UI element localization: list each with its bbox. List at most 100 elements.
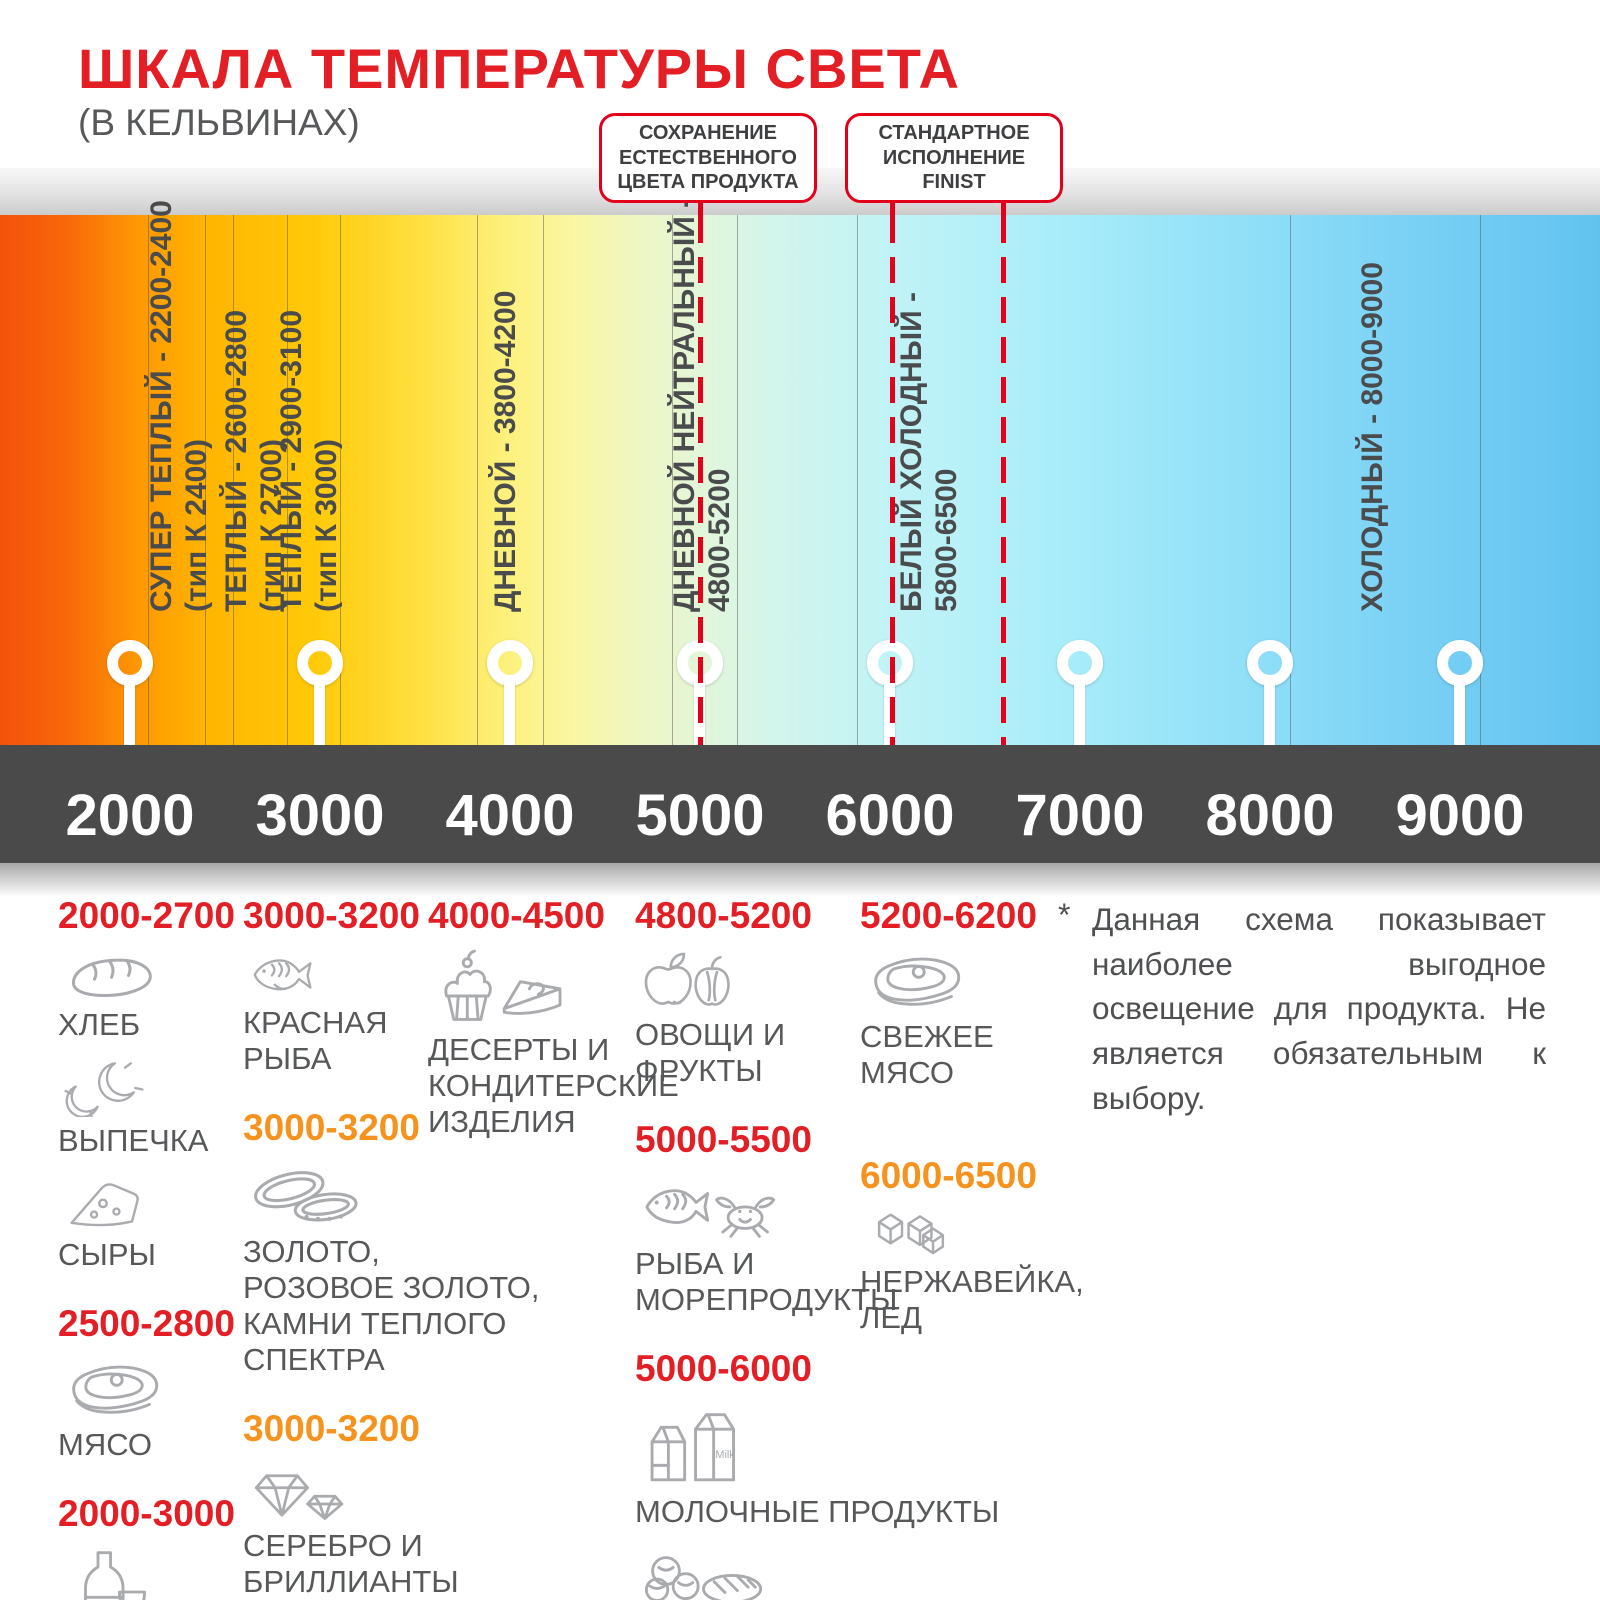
dairy-icon	[641, 1402, 741, 1488]
range-label: 2000-3000	[58, 1492, 235, 1534]
legend-section: 5200-6200 СВЕЖЕЕ МЯСО	[860, 895, 1084, 1091]
range-label: 4000-4500	[428, 895, 605, 936]
dashed-connector-finist-left	[890, 197, 895, 745]
dashed-connector-finist-right	[1001, 197, 1006, 745]
legend-item: МЯСО	[58, 1357, 235, 1463]
legend-section: 4800-5200 ОВОЩИ И ФРУКТЫ	[635, 895, 999, 1089]
legend-item: СВЕЖЕЕ МЯСО	[860, 949, 1084, 1091]
gridline	[1290, 215, 1291, 745]
page-subtitle: (В КЕЛЬВИНАХ)	[78, 102, 360, 143]
legend-column-3: 4000-4500 ДЕСЕРТЫ И КОНДИТЕРСКИЕ ИЗДЕЛИЯ	[428, 895, 679, 1170]
legend-item: РЫБА И МОРЕПРОДУКТЫ	[635, 1173, 999, 1318]
legend-item-label: МОЛОЧНЫЕ ПРОДУКТЫ	[635, 1493, 1000, 1529]
ice-icon	[866, 1209, 956, 1258]
legend-section: 5000-6000 МОЛОЧНЫЕ ПРОДУКТЫ ЗАМОРОЖЕННЫЕ…	[635, 1348, 999, 1600]
fish-icon	[249, 949, 324, 999]
axis-bar-shadow	[0, 863, 1600, 897]
legend-section: 3000-3200 СЕРЕБРО И БРИЛЛИАНТЫ	[243, 1408, 540, 1600]
legend-section: 2000-3000 АКОГОЛЬ	[58, 1493, 235, 1600]
band-label-daylight: ДНЕВНОЙ - 3800-4200	[489, 290, 522, 612]
axis-tick-4000: 4000	[445, 783, 575, 848]
range-label: 5000-6000	[635, 1347, 812, 1389]
legend-item: ВЫПЕЧКА	[58, 1059, 235, 1159]
legend-item-label: СЕРЕБРО И БРИЛЛИАНТЫ	[243, 1527, 459, 1599]
axis-tick-8000: 8000	[1205, 783, 1335, 848]
meat-icon	[64, 1357, 164, 1421]
dashed-connector-natural-color	[698, 197, 703, 745]
fruits-vegetables-icon	[641, 949, 736, 1011]
gridline	[233, 215, 234, 745]
legend-item: КРАСНАЯ РЫБА	[243, 949, 540, 1077]
callout-finist-standard: СТАНДАРТНОЕ ИСПОЛНЕНИЕ FINIST	[845, 113, 1063, 203]
legend-column-2: 3000-3200 КРАСНАЯ РЫБА 3000-3200 ЗОЛОТО,…	[243, 895, 540, 1600]
cheese-icon	[64, 1175, 139, 1231]
gridline	[857, 215, 858, 745]
bread-icon	[64, 949, 159, 1001]
steak-icon	[866, 949, 966, 1013]
gridline	[477, 215, 478, 745]
footnote: * Данная схема показывает наиболее выгод…	[1058, 897, 1546, 1121]
band-label-super-warm: СУПЕР ТЕПЛЫЙ - 2200-2400 (тип К 2400)	[145, 200, 213, 612]
callout-finist-standard-text: СТАНДАРТНОЕ ИСПОЛНЕНИЕ FINIST	[878, 122, 1030, 194]
gridline	[1480, 215, 1481, 745]
legend-column-5: 5200-6200 СВЕЖЕЕ МЯСО 6000-6500 НЕРЖАВЕЙ…	[860, 895, 1084, 1366]
legend-item-label: РЫБА И МОРЕПРОДУКТЫ	[635, 1245, 898, 1317]
legend-column-1: 2000-2700 ХЛЕБ ВЫПЕЧКА СЫРЫ 2500-2800 МЯ…	[58, 895, 235, 1600]
alcohol-icon	[64, 1547, 149, 1600]
band-label-white-cold: БЕЛЫЙ ХОЛОДНЫЙ - 5800-6500	[895, 292, 963, 612]
axis-tick-2000: 2000	[65, 783, 195, 848]
legend-item-label: СВЕЖЕЕ МЯСО	[860, 1019, 994, 1090]
range-label: 4800-5200	[635, 895, 812, 936]
gridline	[287, 215, 288, 745]
legend-item-label: ОВОЩИ И ФРУКТЫ	[635, 1017, 786, 1088]
gridline	[148, 215, 149, 745]
gridline	[205, 215, 206, 745]
legend-item: НЕРЖАВЕЙКА, ЛЕД	[860, 1209, 1084, 1336]
legend-item-label: ВЫПЕЧКА	[58, 1122, 209, 1158]
gridline	[737, 215, 738, 745]
legend-section: 3000-3200 ЗОЛОТО, РОЗОВОЕ ЗОЛОТО, КАМНИ …	[243, 1107, 540, 1378]
kelvin-gradient-bar	[0, 215, 1600, 745]
range-label: 5000-5500	[635, 1118, 812, 1160]
legend-item-label: МЯСО	[58, 1426, 153, 1462]
range-label: 3000-3200	[243, 1106, 420, 1148]
legend-item-label: ЗОЛОТО, РОЗОВОЕ ЗОЛОТО, КАМНИ ТЕПЛОГО СП…	[243, 1233, 540, 1377]
legend-item-label: ХЛЕБ	[58, 1007, 141, 1042]
axis-tick-6000: 6000	[825, 783, 955, 848]
range-label: 3000-3200	[243, 895, 420, 936]
diamond-icon	[249, 1462, 344, 1522]
gridline	[340, 215, 341, 745]
page-title: ШКАЛА ТЕМПЕРАТУРЫ СВЕТА	[78, 37, 960, 100]
gridline	[543, 215, 544, 745]
legend-item: СЫРЫ	[58, 1175, 235, 1273]
legend-item-label: КРАСНАЯ РЫБА	[243, 1005, 388, 1076]
range-label: 2000-2700	[58, 895, 235, 936]
dessert-icon	[434, 949, 569, 1026]
gridline	[672, 215, 673, 745]
footnote-text: Данная схема показывает наиболее выгодно…	[1092, 901, 1546, 1116]
axis-tick-3000: 3000	[255, 783, 385, 848]
legend-section: 4000-4500 ДЕСЕРТЫ И КОНДИТЕРСКИЕ ИЗДЕЛИЯ	[428, 895, 679, 1140]
legend-item: ДЕСЕРТЫ И КОНДИТЕРСКИЕ ИЗДЕЛИЯ	[428, 949, 679, 1140]
band-label-cold: ХОЛОДНЫЙ - 8000-9000	[1356, 262, 1389, 612]
legend-item: ЗАМОРОЖЕННЫЕ ПОЛУФАБРИКАТЫ	[635, 1546, 999, 1600]
band-label-warm-3000: ТЕПЛЫЙ - 2900-3100 (тип К 3000)	[275, 309, 343, 612]
legend-item: ЗОЛОТО, РОЗОВОЕ ЗОЛОТО, КАМНИ ТЕПЛОГО СП…	[243, 1161, 540, 1378]
range-label: 3000-3200	[243, 1407, 420, 1449]
seafood-icon	[641, 1173, 776, 1240]
kelvin-axis-bar	[0, 745, 1600, 863]
range-label: 5200-6200	[860, 895, 1037, 936]
callout-natural-color: СОХРАНЕНИЕ ЕСТЕСТВЕННОГО ЦВЕТА ПРОДУКТА	[599, 113, 817, 203]
legend-item: ОВОЩИ И ФРУКТЫ	[635, 949, 999, 1089]
axis-tick-7000: 7000	[1015, 783, 1145, 848]
legend-item: МОЛОЧНЫЕ ПРОДУКТЫ	[635, 1402, 999, 1530]
axis-tick-9000: 9000	[1395, 783, 1525, 848]
legend-item-label: НЕРЖАВЕЙКА, ЛЕД	[860, 1263, 1084, 1335]
legend-column-4: 4800-5200 ОВОЩИ И ФРУКТЫ 5000-5500 РЫБА …	[635, 895, 999, 1600]
legend-item: АКОГОЛЬ	[58, 1547, 235, 1600]
footnote-marker: *	[1058, 897, 1071, 933]
frozen-food-icon	[641, 1546, 766, 1600]
legend-section: 2000-2700 ХЛЕБ ВЫПЕЧКА СЫРЫ	[58, 895, 235, 1273]
jewelry-rings-icon	[249, 1161, 364, 1228]
